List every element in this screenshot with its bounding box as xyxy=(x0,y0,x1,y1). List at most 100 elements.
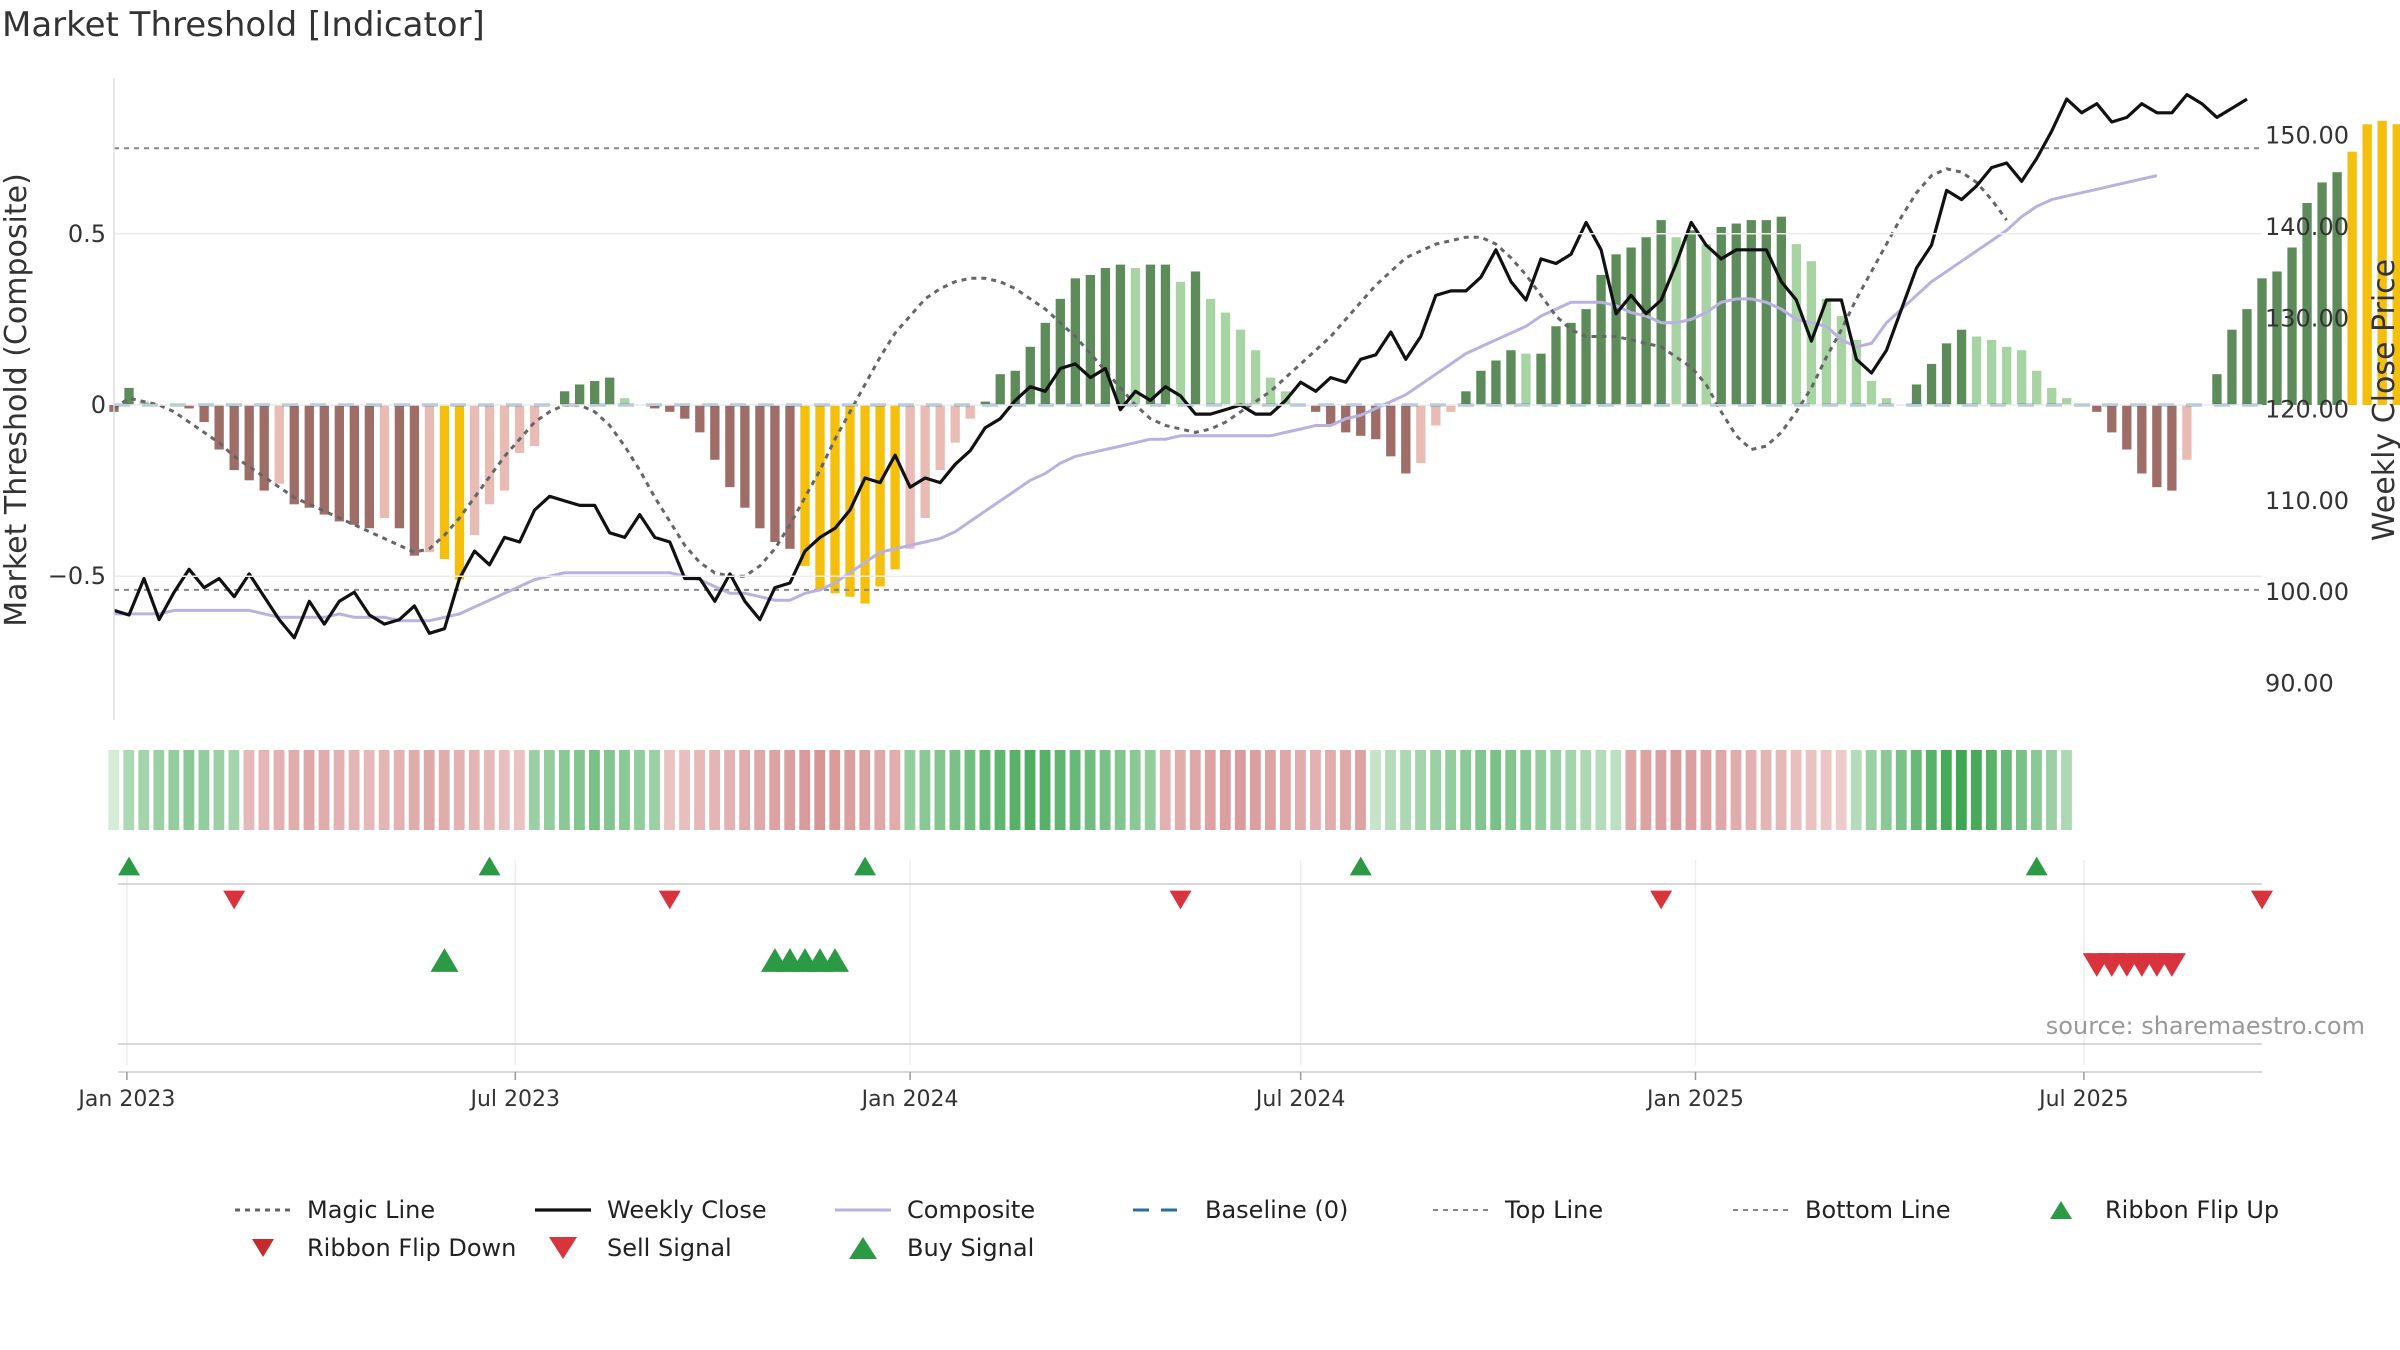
axes: 0.5 0 −0.5 150.00 140.00 130.00 120.00 110.00 10… xyxy=(0,78,2400,720)
composite-bar xyxy=(1401,405,1411,474)
ribbon-cell xyxy=(258,750,270,830)
ribbon-cell xyxy=(1084,750,1096,830)
composite-bar xyxy=(1716,226,1726,405)
legend-label: Weekly Close xyxy=(607,1196,767,1224)
ribbon-cell xyxy=(303,750,315,830)
legend-item-sell-signal: Sell Signal xyxy=(549,1234,732,1262)
composite-bar xyxy=(2212,374,2222,405)
composite-bar xyxy=(2302,202,2312,405)
composite-bar xyxy=(2017,350,2027,405)
composite-bar xyxy=(1626,247,1636,405)
ribbon-flip-down-marker xyxy=(658,890,681,910)
composite-bar xyxy=(1010,370,1020,405)
composite-bar xyxy=(1040,322,1050,405)
legend-swatch xyxy=(549,1237,577,1259)
composite-bar xyxy=(650,405,660,409)
composite-bar xyxy=(2272,271,2282,405)
ribbon-cell xyxy=(1460,750,1472,830)
left-tick-label: −0.5 xyxy=(48,562,106,590)
ribbon-cell xyxy=(153,750,165,830)
composite-bar xyxy=(1055,298,1065,405)
buy-signal-marker xyxy=(821,948,850,972)
composite-bar xyxy=(2137,405,2147,474)
ribbon-cell xyxy=(2000,750,2012,830)
ribbon-cell xyxy=(138,750,150,830)
ribbon-cell xyxy=(1099,750,1111,830)
x-tick-label: Jan 2024 xyxy=(860,1087,959,1112)
weekly-close-line xyxy=(113,92,2248,640)
ribbon-cell xyxy=(1775,750,1787,830)
ribbon-cell xyxy=(1355,750,1366,830)
ribbon-cell xyxy=(1865,750,1877,830)
composite-bar xyxy=(2347,151,2357,405)
legend-item-baseline: Baseline (0) xyxy=(1133,1196,1348,1224)
composite-bar xyxy=(2317,182,2327,405)
ribbon-cell xyxy=(378,750,390,830)
composite-bar xyxy=(770,405,780,542)
ribbon-cell xyxy=(1159,750,1171,830)
composite-bar xyxy=(1461,391,1471,405)
ribbon-cell xyxy=(799,750,811,830)
ribbon-flip-up-marker xyxy=(2025,856,2048,876)
composite-bar xyxy=(229,405,239,471)
ribbon-cell xyxy=(1565,750,1577,830)
composite-bar xyxy=(875,405,885,587)
composite-bar xyxy=(1356,405,1366,436)
x-axis: Jan 2023 Jul 2023 Jan 2024 Jul 2024 Jan 2025… xyxy=(76,1072,2129,1112)
composite-bar xyxy=(124,387,134,405)
ribbon-cell xyxy=(1625,750,1637,830)
ribbon-cell xyxy=(994,750,1006,830)
legend-swatch xyxy=(252,1239,274,1257)
composite-bar xyxy=(1926,363,1937,405)
composite-bar xyxy=(905,405,915,549)
ribbon-cell xyxy=(769,750,781,830)
ribbon-cell xyxy=(513,750,525,830)
composite-bar xyxy=(304,405,314,508)
ribbon-cell xyxy=(1610,750,1622,830)
composite-bar xyxy=(1551,326,1561,405)
ribbon-cell xyxy=(363,750,375,830)
ribbon-cell xyxy=(1955,750,1967,830)
ribbon-cell xyxy=(243,750,255,830)
composite-bar xyxy=(2122,405,2132,450)
ribbon-cell xyxy=(393,750,405,830)
composite-bar xyxy=(1671,237,1681,405)
ribbon-cell xyxy=(979,750,991,830)
composite-bar xyxy=(1881,398,1892,405)
signal-rows xyxy=(118,856,2273,1073)
composite-bar xyxy=(394,405,405,529)
composite-bar xyxy=(514,405,525,453)
composite-bar xyxy=(1956,329,1967,405)
ribbon-cell xyxy=(1760,750,1772,830)
composite-bar xyxy=(2227,329,2237,405)
composite-bar xyxy=(2377,120,2387,405)
composite-bar xyxy=(1821,298,1832,405)
ribbon-cell xyxy=(438,750,450,830)
composite-bar xyxy=(2092,405,2102,412)
composite-bar xyxy=(139,401,149,405)
legend-label: Baseline (0) xyxy=(1205,1196,1348,1224)
composite-bar xyxy=(2107,405,2117,433)
composite-bar xyxy=(1536,353,1546,405)
composite-bar xyxy=(695,405,705,433)
ribbon-cell xyxy=(1370,750,1381,830)
left-axis-title: Market Threshold (Composite) xyxy=(0,173,34,627)
composite-bar xyxy=(920,405,930,518)
composite-bar xyxy=(1250,350,1261,405)
x-tick-label: Jan 2025 xyxy=(1645,1087,1744,1112)
ribbon-cell xyxy=(2046,750,2057,830)
composite-bar xyxy=(184,405,194,409)
main-lines xyxy=(113,92,2262,640)
composite-bar xyxy=(1521,353,1531,405)
composite-bar xyxy=(680,405,690,419)
composite-bar xyxy=(1431,405,1441,426)
ribbon-cell xyxy=(1340,750,1351,830)
composite-bar xyxy=(1851,339,1862,405)
ribbon-cell xyxy=(1400,750,1411,830)
ribbon-cell xyxy=(1295,750,1306,830)
ribbon-cell xyxy=(198,750,210,830)
ribbon-cell xyxy=(123,750,135,830)
ribbon-cell xyxy=(1985,750,1997,830)
ribbon-cell xyxy=(1264,750,1276,830)
